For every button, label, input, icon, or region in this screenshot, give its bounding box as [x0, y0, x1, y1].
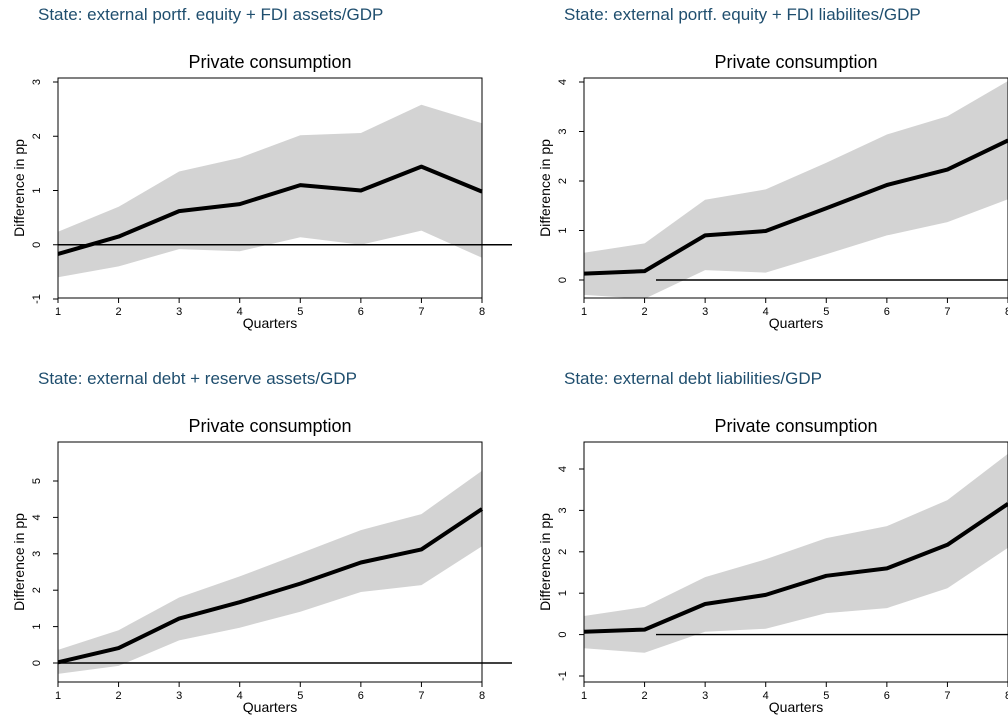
x-tick-label: 4	[763, 690, 769, 702]
chart-panel-equity-fdi-liabilities: State: external portf. equity + FDI liab…	[526, 0, 1008, 362]
x-tick-label: 7	[944, 690, 950, 702]
estimate-line	[58, 507, 484, 665]
y-tick-label: -1	[31, 294, 43, 304]
plot-area	[58, 470, 512, 674]
y-tick-label: 1	[557, 227, 569, 233]
y-tick-label: 4	[31, 514, 43, 520]
y-tick-label: 2	[557, 549, 569, 555]
x-tick-label: 5	[297, 690, 303, 702]
x-tick-label: 1	[581, 306, 587, 318]
chart-title: Private consumption	[714, 416, 877, 436]
x-tick-label: 5	[823, 306, 829, 318]
estimate-line	[584, 138, 1008, 276]
y-tick-label: 2	[31, 133, 43, 139]
x-tick-label: 2	[642, 690, 648, 702]
confidence-band	[584, 453, 1008, 653]
x-tick-label: 2	[642, 306, 648, 318]
state-title: State: external debt liabilities/GDP	[564, 369, 822, 388]
x-tick-label: 2	[116, 690, 122, 702]
y-axis-label: Difference in pp	[537, 513, 553, 611]
y-axis-label: Difference in pp	[11, 513, 27, 611]
plot-frame	[57, 441, 483, 683]
x-tick-label: 3	[702, 306, 708, 318]
y-tick-label: 3	[31, 551, 43, 557]
x-tick-label: 1	[55, 306, 61, 318]
plot-frame	[583, 77, 1008, 299]
plot-frame	[57, 77, 483, 299]
x-tick-label: 6	[884, 690, 890, 702]
y-tick-label: 1	[31, 624, 43, 630]
plot-frame	[583, 441, 1008, 683]
x-tick-label: 6	[884, 306, 890, 318]
state-title: State: external portf. equity + FDI asse…	[38, 5, 383, 24]
y-tick-label: 3	[557, 507, 569, 513]
plot-area	[58, 104, 512, 278]
y-tick-label: 4	[557, 466, 569, 472]
x-axis-label: Quarters	[769, 699, 823, 715]
y-tick-label: 3	[31, 79, 43, 85]
chart-svg: State: external debt liabilities/GDP Priv…	[537, 369, 1008, 715]
x-tick-label: 2	[116, 306, 122, 318]
confidence-band	[584, 81, 1008, 298]
x-tick-label: 3	[702, 690, 708, 702]
x-tick-label: 5	[823, 690, 829, 702]
chart-svg: State: external debt + reserve assets/GD…	[11, 369, 512, 715]
state-title: State: external debt + reserve assets/GD…	[38, 369, 357, 388]
chart-svg: State: external portf. equity + FDI liab…	[537, 5, 1008, 331]
y-tick-label: 0	[31, 660, 43, 666]
x-tick-label: 7	[418, 306, 424, 318]
plot-area	[584, 81, 1008, 298]
y-axis-label: Difference in pp	[11, 139, 27, 237]
y-axis-label: Difference in pp	[537, 139, 553, 237]
chart-panel-debt-reserve-assets: State: external debt + reserve assets/GD…	[0, 364, 512, 726]
x-tick-label: 5	[297, 306, 303, 318]
y-tick-label: 1	[557, 590, 569, 596]
y-tick-label: 0	[31, 242, 43, 248]
x-tick-label: 8	[1005, 690, 1008, 702]
y-tick-label: 2	[557, 178, 569, 184]
estimate-line	[58, 164, 483, 256]
x-tick-label: 8	[479, 690, 485, 702]
estimate-line	[584, 502, 1008, 634]
confidence-band	[58, 470, 482, 674]
x-tick-label: 4	[763, 306, 769, 318]
y-tick-label: -1	[557, 671, 569, 681]
chart-title: Private consumption	[188, 52, 351, 72]
x-tick-label: 3	[176, 690, 182, 702]
chart-title: Private consumption	[714, 52, 877, 72]
y-tick-label: 2	[31, 587, 43, 593]
y-tick-label: 0	[557, 632, 569, 638]
x-axis-label: Quarters	[769, 315, 823, 331]
x-tick-label: 4	[237, 306, 243, 318]
y-tick-label: 3	[557, 128, 569, 134]
chart-panel-debt-liabilities: State: external debt liabilities/GDP Priv…	[526, 364, 1008, 726]
x-tick-label: 6	[358, 690, 364, 702]
x-tick-label: 7	[944, 306, 950, 318]
chart-panel-equity-fdi-assets: State: external portf. equity + FDI asse…	[0, 0, 512, 362]
x-tick-label: 3	[176, 306, 182, 318]
y-tick-label: 4	[557, 79, 569, 85]
x-tick-label: 7	[418, 690, 424, 702]
x-axis-label: Quarters	[243, 699, 297, 715]
state-title: State: external portf. equity + FDI liab…	[564, 5, 921, 24]
x-tick-label: 8	[479, 306, 485, 318]
y-tick-label: 5	[31, 478, 43, 484]
y-tick-label: 0	[557, 277, 569, 283]
x-tick-label: 4	[237, 690, 243, 702]
plot-area	[584, 453, 1008, 653]
x-tick-label: 1	[581, 690, 587, 702]
x-tick-label: 8	[1005, 306, 1008, 318]
x-tick-label: 1	[55, 690, 61, 702]
chart-svg: State: external portf. equity + FDI asse…	[11, 5, 512, 331]
x-axis-label: Quarters	[243, 315, 297, 331]
confidence-band	[58, 104, 482, 278]
chart-title: Private consumption	[188, 416, 351, 436]
y-tick-label: 1	[31, 187, 43, 193]
x-tick-label: 6	[358, 306, 364, 318]
